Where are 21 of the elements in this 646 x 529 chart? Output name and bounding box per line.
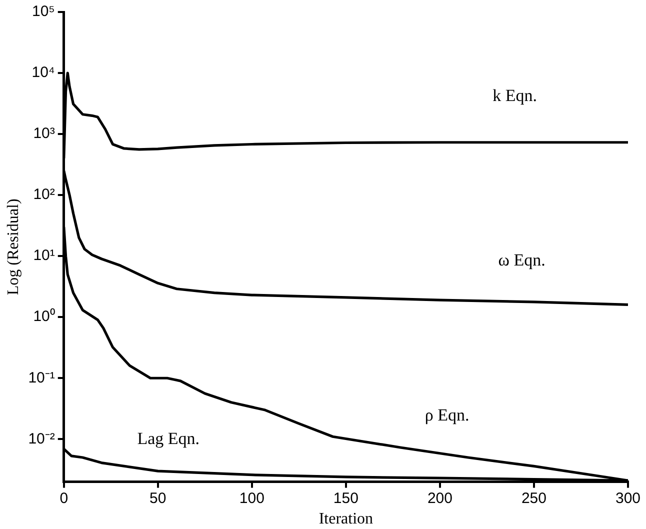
y-tick-label: 10⁰ xyxy=(33,308,55,326)
y-tick-label: 10⁻² xyxy=(28,430,55,448)
y-tick-label: 10⁵ xyxy=(32,3,55,20)
x-tick-label: 300 xyxy=(615,490,641,507)
text: k Eqn. xyxy=(492,86,537,106)
x-tick-label: 0 xyxy=(60,490,68,507)
x-axis-title: Iteration xyxy=(318,510,374,528)
x-tick-label: 150 xyxy=(333,490,358,507)
y-tick-label: 10¹ xyxy=(33,247,55,264)
series-label: ρ Eqn. xyxy=(424,405,470,424)
y-tick-label: 10² xyxy=(33,186,55,204)
y-tick-label: 10⁴ xyxy=(32,64,55,82)
series-label: Lag Eqn. xyxy=(137,428,200,448)
y-tick-label: 10³ xyxy=(33,125,55,142)
series-label: ω Eqn. xyxy=(498,250,546,270)
x-tick-label: 100 xyxy=(239,490,264,507)
x-tick-label: 250 xyxy=(521,490,546,507)
x-tick-label: 50 xyxy=(150,490,166,507)
y-axis-title: Log (Residual) xyxy=(4,198,22,296)
y-tick-label: 10⁻¹ xyxy=(28,369,55,386)
x-tick-label: 200 xyxy=(427,490,452,507)
